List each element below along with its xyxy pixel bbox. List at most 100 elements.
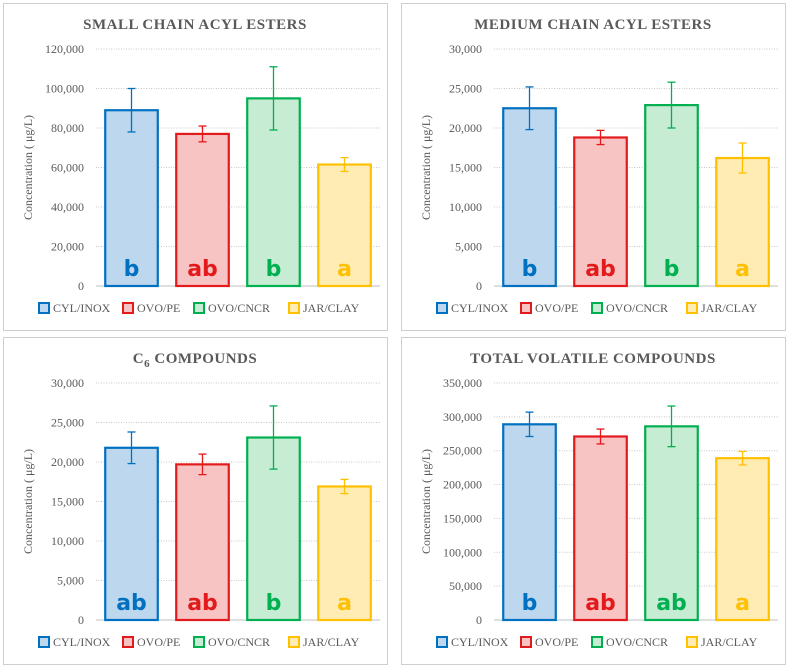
legend-item: JAR/CLAY xyxy=(686,635,758,649)
significance-letter: a xyxy=(735,257,750,282)
legend-swatch xyxy=(436,636,448,648)
significance-letter: ab xyxy=(116,591,147,616)
legend-item: JAR/CLAY xyxy=(686,301,758,315)
significance-letter: a xyxy=(735,591,750,616)
legend-item: OVO/CNCR xyxy=(193,635,270,649)
significance-letter: b xyxy=(124,257,140,282)
legend-label: JAR/CLAY xyxy=(701,635,758,649)
legend-swatch xyxy=(288,636,300,648)
bar xyxy=(502,423,557,622)
chart-panel-c6: C6 COMPOUNDS 0 5,000 10,000 15,000 20,000 25,0… xyxy=(3,337,388,665)
legend-swatch xyxy=(38,636,50,648)
bar xyxy=(175,132,230,288)
y-tick-label: 200,000 xyxy=(443,478,482,492)
chart-panel-small-chain: SMALL CHAIN ACYL ESTERS 0 20,000 40,000 60,0… xyxy=(3,3,388,331)
legend-item: JAR/CLAY xyxy=(288,301,360,315)
chart-svg: MEDIUM CHAIN ACYL ESTERS 0 5,000 10,000 15,0… xyxy=(419,17,778,315)
y-tick-label: 10,000 xyxy=(449,200,482,214)
y-tick-label: 120,000 xyxy=(45,42,84,56)
y-tick-label: 100,000 xyxy=(45,82,84,96)
chart-svg: C6 COMPOUNDS 0 5,000 10,000 15,000 20,000 25,0… xyxy=(21,351,380,649)
legend-swatch xyxy=(520,636,532,648)
y-axis-label: Concentration ( μg/L) xyxy=(21,115,35,220)
y-tick-label: 20,000 xyxy=(51,240,84,254)
chart-svg: TOTAL VOLATILE COMPOUNDS 0 50,000 100,000 15… xyxy=(419,351,778,649)
legend-label: OVO/PE xyxy=(535,301,578,315)
y-tick-label: 80,000 xyxy=(51,121,84,135)
y-tick-label: 0 xyxy=(78,279,84,293)
legend-label: CYL/INOX xyxy=(451,301,509,315)
legend-label: OVO/PE xyxy=(137,635,180,649)
y-axis-label: Concentration ( μg/L) xyxy=(419,449,433,554)
legend-swatch xyxy=(686,636,698,648)
legend-swatch xyxy=(122,636,134,648)
legend-item: JAR/CLAY xyxy=(288,635,360,649)
legend-label: JAR/CLAY xyxy=(303,635,360,649)
legend-label: JAR/CLAY xyxy=(303,301,360,315)
bar xyxy=(644,425,699,622)
legend-label: CYL/INOX xyxy=(53,301,111,315)
chart-title: SMALL CHAIN ACYL ESTERS xyxy=(83,17,307,33)
significance-letter: a xyxy=(337,257,352,282)
significance-letter: b xyxy=(522,257,538,282)
significance-letter: b xyxy=(266,257,282,282)
chart-title: TOTAL VOLATILE COMPOUNDS xyxy=(470,351,716,367)
legend-label: CYL/INOX xyxy=(451,635,509,649)
y-tick-label: 50,000 xyxy=(449,579,482,593)
legend-item: OVO/CNCR xyxy=(591,301,668,315)
y-tick-label: 5,000 xyxy=(455,240,482,254)
y-tick-label: 25,000 xyxy=(51,416,84,430)
y-tick-label: 30,000 xyxy=(51,376,84,390)
y-tick-label: 20,000 xyxy=(449,121,482,135)
legend-item: OVO/PE xyxy=(520,301,578,315)
significance-letter: b xyxy=(266,591,282,616)
bar xyxy=(715,457,770,622)
chart-svg: SMALL CHAIN ACYL ESTERS 0 20,000 40,000 60,0… xyxy=(21,17,380,315)
y-tick-label: 40,000 xyxy=(51,200,84,214)
legend-label: OVO/CNCR xyxy=(208,635,270,649)
legend-swatch xyxy=(436,302,448,314)
legend-label: OVO/PE xyxy=(137,301,180,315)
y-tick-label: 300,000 xyxy=(443,410,482,424)
legend-swatch xyxy=(686,302,698,314)
legend-swatch xyxy=(520,302,532,314)
bar xyxy=(573,136,628,288)
chart-panel-total-volatile: TOTAL VOLATILE COMPOUNDS 0 50,000 100,000 15… xyxy=(401,337,786,665)
y-tick-label: 30,000 xyxy=(449,42,482,56)
bar xyxy=(644,103,699,288)
significance-letter: ab xyxy=(656,591,687,616)
significance-letter: ab xyxy=(187,257,218,282)
legend-swatch xyxy=(591,302,603,314)
bar xyxy=(317,163,372,288)
y-tick-label: 0 xyxy=(476,279,482,293)
legend-item: OVO/CNCR xyxy=(591,635,668,649)
legend-item: CYL/INOX xyxy=(38,635,111,649)
y-tick-label: 100,000 xyxy=(443,545,482,559)
y-tick-label: 20,000 xyxy=(51,455,84,469)
legend-label: OVO/CNCR xyxy=(606,301,668,315)
significance-letter: ab xyxy=(585,257,616,282)
y-axis-label: Concentration ( μg/L) xyxy=(21,449,35,554)
chart-title: MEDIUM CHAIN ACYL ESTERS xyxy=(474,17,711,33)
bar xyxy=(104,109,159,288)
legend-item: CYL/INOX xyxy=(38,301,111,315)
significance-letter: a xyxy=(337,591,352,616)
chart-panel-medium-chain: MEDIUM CHAIN ACYL ESTERS 0 5,000 10,000 15,0… xyxy=(401,3,786,331)
legend-item: OVO/PE xyxy=(520,635,578,649)
y-tick-label: 150,000 xyxy=(443,511,482,525)
significance-letter: ab xyxy=(585,591,616,616)
legend-swatch xyxy=(38,302,50,314)
y-axis-label: Concentration ( μg/L) xyxy=(419,115,433,220)
legend-swatch xyxy=(288,302,300,314)
chart-title: C6 COMPOUNDS xyxy=(133,351,257,370)
bar xyxy=(715,156,770,288)
significance-letter: b xyxy=(664,257,680,282)
bar xyxy=(104,446,159,622)
legend-label: JAR/CLAY xyxy=(701,301,758,315)
legend-label: CYL/INOX xyxy=(53,635,111,649)
y-tick-label: 0 xyxy=(78,613,84,627)
y-tick-label: 0 xyxy=(476,613,482,627)
y-tick-label: 25,000 xyxy=(449,82,482,96)
significance-letter: b xyxy=(522,591,538,616)
legend-label: OVO/CNCR xyxy=(606,635,668,649)
